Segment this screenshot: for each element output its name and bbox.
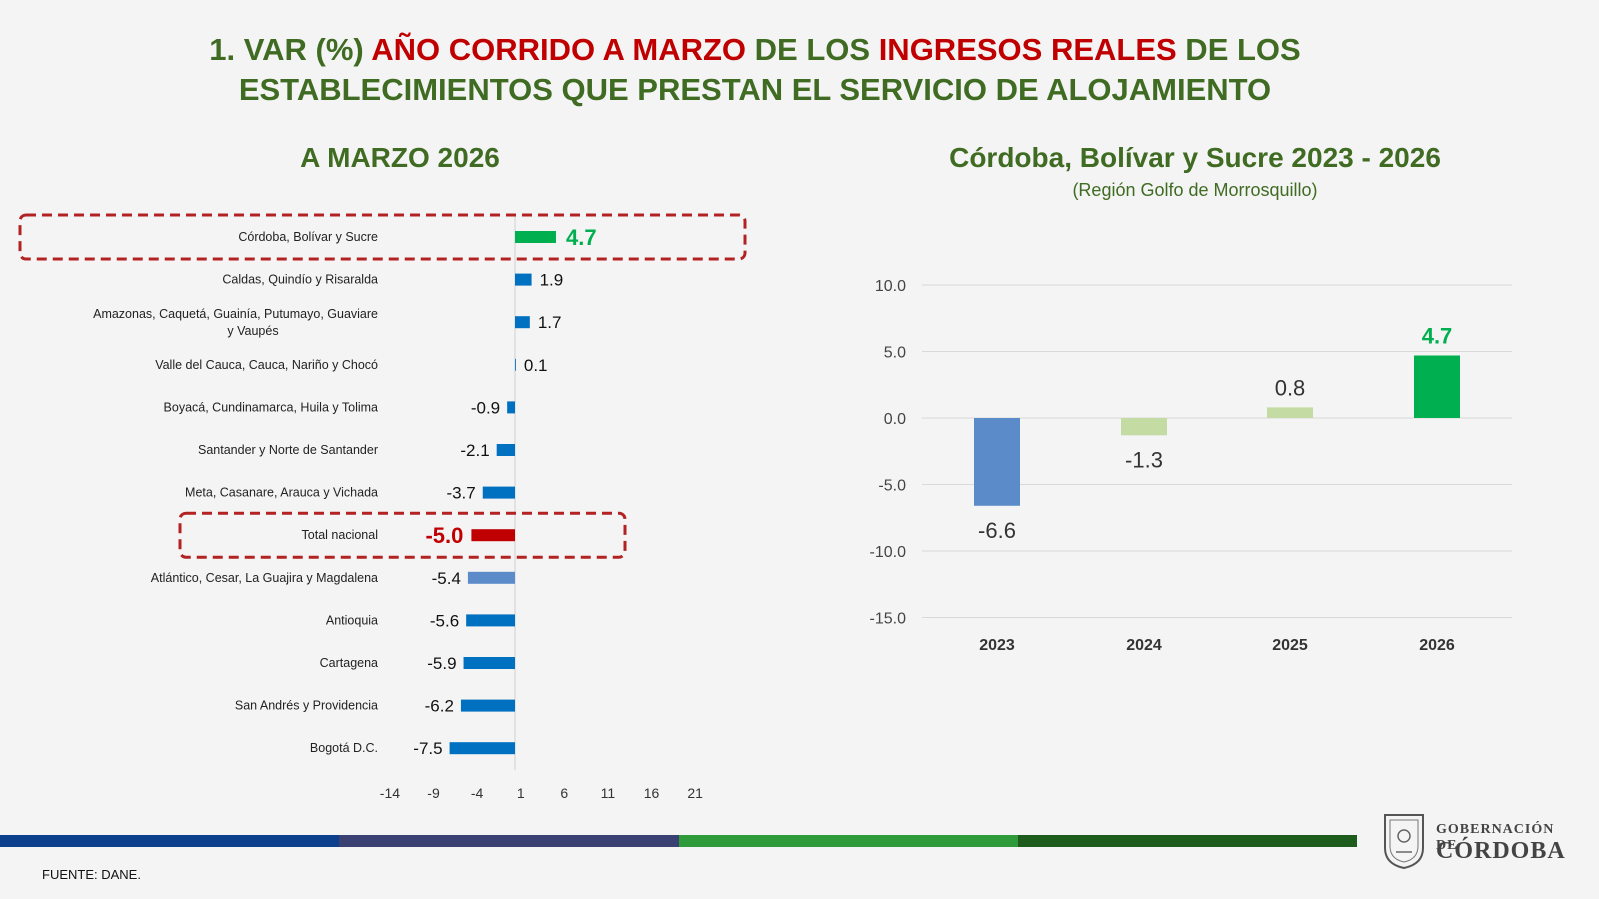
x-tick-label: 16	[644, 785, 660, 801]
bar	[467, 571, 515, 584]
category-label: Córdoba, Bolívar y Sucre	[238, 230, 378, 244]
shield-icon	[1384, 814, 1424, 870]
y-tick-label: -5.0	[878, 478, 906, 495]
bar	[482, 486, 515, 499]
logo-line-1: GOBERNACIÓN DE	[1436, 822, 1555, 853]
title-part-1: 1. VAR (%)	[209, 32, 372, 67]
value-label: -2.1	[460, 441, 489, 460]
value-label: -5.0	[425, 523, 463, 548]
category-label: Bogotá D.C.	[310, 741, 378, 755]
right-chart-title: Córdoba, Bolívar y Sucre 2023 - 2026	[949, 142, 1441, 173]
stripe-segment-1	[0, 835, 340, 847]
category-label: Antioquia	[326, 613, 378, 627]
title-part-4: INGRESOS REALES	[878, 32, 1177, 67]
y-tick-label: 0.0	[884, 411, 906, 428]
category-label: Caldas, Quindío y Risaralda	[222, 273, 378, 287]
bar	[496, 444, 515, 456]
bar	[460, 699, 515, 712]
value-label: -5.4	[432, 569, 461, 588]
x-tick-label: 2023	[979, 637, 1015, 654]
bar	[471, 529, 515, 542]
gobernacion-logo: GOBERNACIÓN DE CÓRDOBA	[1382, 812, 1565, 872]
category-label: Boyacá, Cundinamarca, Huila y Tolima	[164, 400, 379, 414]
x-tick-label: 2024	[1126, 637, 1162, 654]
category-label: Total nacional	[302, 528, 378, 542]
highlight-box	[178, 511, 627, 559]
value-label: -1.3	[1125, 447, 1163, 472]
page-title: 1. VAR (%) AÑO CORRIDO A MARZO DE LOS IN…	[0, 30, 1510, 110]
stripe-segment-4	[1017, 835, 1357, 847]
x-tick-label: -4	[471, 785, 484, 801]
bar	[515, 273, 532, 286]
bar	[515, 316, 530, 329]
x-tick-label: -9	[427, 785, 440, 801]
value-label: -3.7	[446, 484, 475, 503]
bar	[515, 358, 516, 371]
category-label: San Andrés y Providencia	[235, 699, 378, 713]
bar	[974, 418, 1020, 506]
source-note: FUENTE: DANE.	[42, 867, 141, 882]
value-label: 1.7	[538, 313, 562, 332]
value-label: -5.6	[430, 611, 459, 630]
highlight-box	[18, 213, 747, 261]
x-tick-label: 21	[687, 785, 703, 801]
bar	[515, 231, 556, 243]
category-label: Atlántico, Cesar, La Guajira y Magdalena	[151, 571, 378, 585]
stripe-segment-2	[339, 835, 679, 847]
logo-line-2: CÓRDOBA	[1436, 838, 1566, 864]
value-label: 0.1	[524, 356, 548, 375]
title-part-2: AÑO CORRIDO A MARZO	[371, 32, 747, 67]
value-label: -6.6	[978, 518, 1016, 543]
category-label: Cartagena	[320, 656, 378, 670]
y-tick-label: 10.0	[875, 278, 906, 295]
value-label: 4.7	[566, 225, 597, 250]
value-label: 1.9	[540, 271, 564, 290]
bar	[1267, 407, 1313, 418]
x-tick-label: 11	[601, 785, 616, 801]
bar	[463, 657, 515, 669]
bar	[449, 742, 515, 755]
value-label: -7.5	[413, 739, 442, 758]
x-tick-label: 2026	[1419, 637, 1455, 654]
stripe-segment-3	[678, 835, 1018, 847]
value-label: 0.8	[1275, 375, 1306, 400]
bar	[507, 401, 515, 414]
right-chart-subtitle: (Región Golfo de Morrosquillo)	[1072, 180, 1318, 200]
color-stripe	[0, 835, 1357, 847]
bar	[1414, 355, 1460, 418]
category-label: Meta, Casanare, Arauca y Vichada	[185, 486, 378, 500]
y-tick-label: 5.0	[884, 345, 906, 362]
value-label: 4.7	[1422, 323, 1453, 348]
bar	[1121, 418, 1167, 436]
y-tick-label: -10.0	[870, 544, 907, 561]
category-label: Valle del Cauca, Cauca, Nariño y Chocó	[155, 358, 378, 372]
value-label: -5.9	[427, 654, 456, 673]
title-line-2: ESTABLECIMIENTOS QUE PRESTAN EL SERVICIO…	[238, 72, 1272, 107]
value-label: -0.9	[471, 398, 500, 417]
left-chart-title: A MARZO 2026	[300, 142, 500, 173]
x-tick-label: 6	[560, 785, 568, 801]
category-label: Santander y Norte de Santander	[198, 443, 378, 457]
value-label: -6.2	[425, 697, 454, 716]
y-tick-label: -15.0	[870, 611, 907, 628]
x-tick-label: 1	[517, 785, 525, 801]
bar	[466, 614, 515, 627]
title-part-3: DE LOS	[746, 32, 879, 67]
x-tick-label: -14	[380, 785, 400, 801]
x-tick-label: 2025	[1272, 637, 1308, 654]
category-label: Amazonas, Caquetá, Guainía, Putumayo, Gu…	[93, 307, 378, 338]
title-part-5: DE LOS	[1176, 32, 1301, 67]
